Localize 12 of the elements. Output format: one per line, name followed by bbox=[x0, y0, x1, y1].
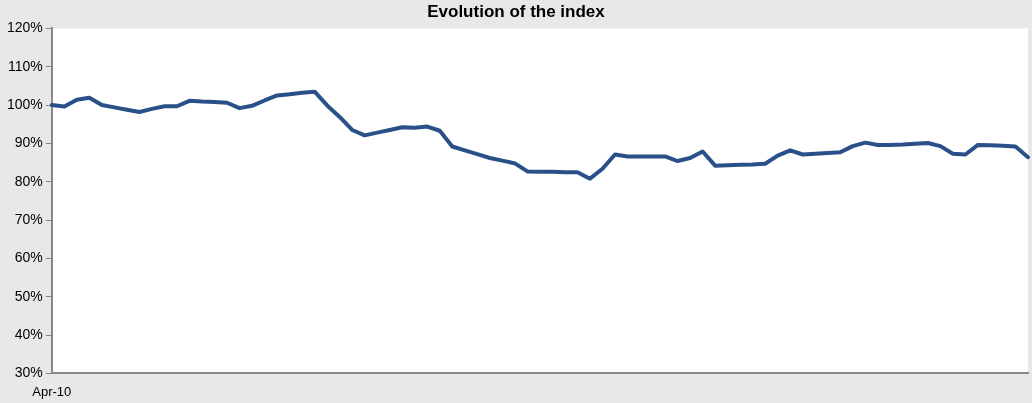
y-tick-label: 70% bbox=[14, 210, 43, 227]
x-tick-label: Apr-10 bbox=[32, 383, 72, 399]
y-tick-label: 120% bbox=[6, 19, 43, 36]
y-tick-label: 30% bbox=[14, 364, 43, 381]
chart-title: Evolution of the index bbox=[427, 1, 606, 21]
y-tick-label: 60% bbox=[14, 249, 43, 266]
y-tick-label: 80% bbox=[14, 172, 43, 189]
y-tick-label: 110% bbox=[8, 57, 43, 74]
y-tick-label: 50% bbox=[14, 287, 43, 304]
y-tick-label: 40% bbox=[14, 325, 43, 342]
y-tick-label: 90% bbox=[14, 134, 43, 151]
y-tick-label: 100% bbox=[6, 95, 43, 112]
